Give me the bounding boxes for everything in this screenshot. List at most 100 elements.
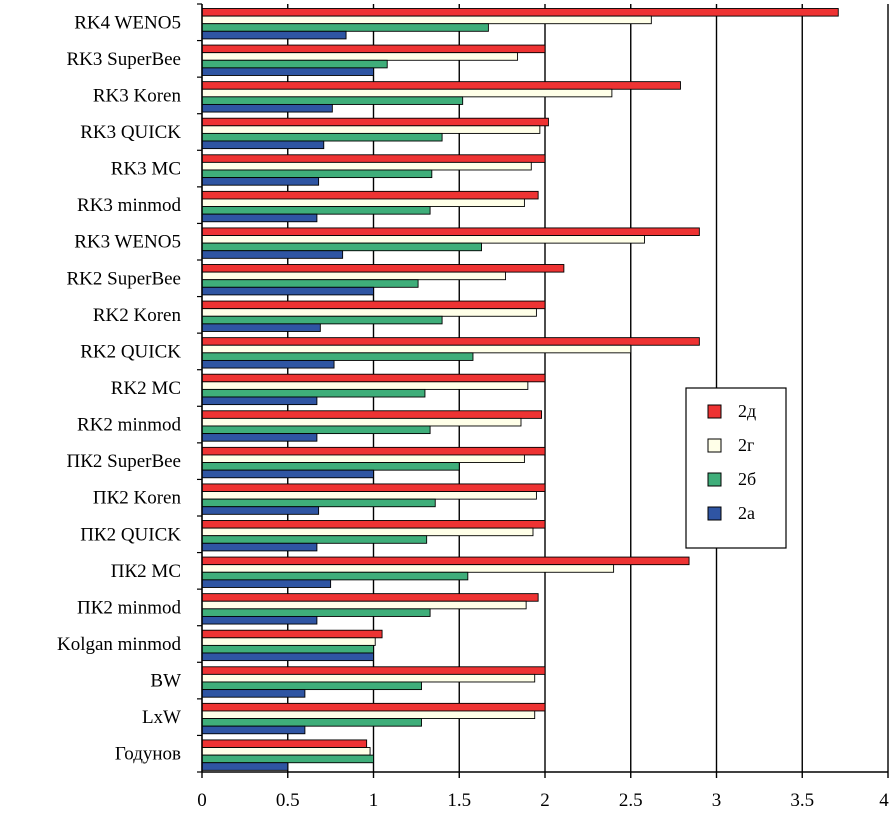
bar-3-12 xyxy=(201,469,374,479)
bar-1-5 xyxy=(201,198,525,208)
x-tick-label-5: 2.5 xyxy=(619,790,643,811)
x-tick-label-2: 1 xyxy=(369,790,379,811)
bar-0-17 xyxy=(201,629,383,639)
bar-3-13 xyxy=(201,506,320,515)
bar-0-12 xyxy=(201,446,546,456)
category-label-19: LxW xyxy=(142,707,181,728)
bar-2-19 xyxy=(201,718,422,727)
x-tick-label-1: 0.5 xyxy=(276,790,300,811)
bar-2-13 xyxy=(201,498,436,508)
bar-2-17 xyxy=(201,644,374,654)
bar-1-18 xyxy=(201,673,536,683)
legend-label-1: 2г xyxy=(738,435,754,455)
category-label-7: RK2 SuperBee xyxy=(66,268,181,289)
legend-label-3: 2а xyxy=(738,503,755,523)
bar-2-1 xyxy=(201,59,388,69)
bar-1-6 xyxy=(201,235,645,244)
legend-swatch-3 xyxy=(707,506,722,521)
x-tick-label-3: 1.5 xyxy=(447,790,471,811)
bar-1-16 xyxy=(201,600,527,610)
bar-0-13 xyxy=(201,483,546,492)
bar-0-4 xyxy=(201,154,546,163)
category-label-1: RK3 SuperBee xyxy=(66,49,181,70)
bar-3-14 xyxy=(201,542,318,552)
bar-1-12 xyxy=(201,454,525,464)
bar-2-20 xyxy=(201,754,374,764)
bar-2-8 xyxy=(201,315,443,325)
bar-3-0 xyxy=(201,30,347,40)
bar-2-12 xyxy=(201,462,460,471)
bar-3-5 xyxy=(201,213,318,223)
category-label-11: RK2 minmod xyxy=(77,415,181,436)
bar-0-14 xyxy=(201,520,546,529)
bar-2-6 xyxy=(201,242,482,252)
bar-1-2 xyxy=(201,88,613,98)
category-label-16: ПК2 minmod xyxy=(77,597,181,618)
bar-1-9 xyxy=(201,344,632,354)
x-tick-label-7: 3.5 xyxy=(790,790,814,811)
bar-3-2 xyxy=(201,103,333,113)
category-label-8: RK2 Koren xyxy=(93,305,182,326)
legend-swatch-1 xyxy=(707,438,722,453)
category-label-10: RK2 MC xyxy=(111,378,181,399)
bar-2-11 xyxy=(201,425,431,435)
axes xyxy=(197,3,889,778)
bars xyxy=(201,8,839,771)
bar-0-18 xyxy=(201,666,546,675)
category-label-20: Годунов xyxy=(115,744,181,765)
bar-0-16 xyxy=(201,593,539,602)
bar-1-10 xyxy=(201,381,529,390)
bar-0-7 xyxy=(201,264,565,273)
bar-2-0 xyxy=(201,23,489,32)
x-tick-labels: 0 0.5 1 1.5 2 2.5 3 3.5 4 xyxy=(197,790,889,811)
category-label-3: RK3 QUICK xyxy=(80,122,181,143)
x-tick-label-0: 0 xyxy=(197,790,207,811)
category-label-9: RK2 QUICK xyxy=(80,341,181,362)
bar-1-19 xyxy=(201,710,536,720)
x-tick-label-4: 2 xyxy=(540,790,550,811)
legend: 2д 2г 2б 2а xyxy=(685,387,787,549)
category-labels: RK4 WENO5 RK3 SuperBee RK3 Koren RK3 QUICK R… xyxy=(57,12,182,764)
bar-1-3 xyxy=(201,125,541,134)
bar-2-16 xyxy=(201,608,431,617)
bar-0-11 xyxy=(201,410,543,419)
bar-1-20 xyxy=(201,747,371,756)
legend-swatch-0 xyxy=(707,404,722,419)
bar-0-6 xyxy=(201,227,700,236)
bar-0-3 xyxy=(201,117,549,127)
bar-3-4 xyxy=(201,177,320,186)
legend-label-0: 2д xyxy=(738,401,756,421)
legend-swatch-2 xyxy=(707,472,722,487)
x-tick-label-6: 3 xyxy=(712,790,722,811)
bar-1-7 xyxy=(201,271,507,281)
bar-3-17 xyxy=(201,652,374,662)
bar-0-8 xyxy=(201,300,546,310)
bar-2-5 xyxy=(201,206,431,215)
bar-2-3 xyxy=(201,132,443,142)
bar-2-7 xyxy=(201,279,419,288)
bar-3-11 xyxy=(201,433,318,442)
legend-box xyxy=(685,387,787,549)
bar-3-7 xyxy=(201,286,374,296)
category-label-18: BW xyxy=(150,671,181,692)
bar-1-1 xyxy=(201,52,519,61)
category-label-13: ПК2 Koren xyxy=(93,488,182,509)
bar-3-1 xyxy=(201,67,374,76)
category-label-6: RK3 WENO5 xyxy=(74,232,181,253)
category-label-2: RK3 Koren xyxy=(93,85,182,106)
bar-1-4 xyxy=(201,161,532,171)
bar-0-2 xyxy=(201,81,681,90)
bar-2-2 xyxy=(201,96,464,105)
bar-2-15 xyxy=(201,571,469,581)
bar-3-9 xyxy=(201,359,335,369)
bar-1-8 xyxy=(201,308,537,317)
bar-1-17 xyxy=(201,637,376,646)
bar-0-20 xyxy=(201,739,368,748)
bar-2-9 xyxy=(201,352,474,361)
category-label-4: RK3 MC xyxy=(111,159,181,180)
bar-3-20 xyxy=(201,762,289,771)
bar-2-10 xyxy=(201,388,426,398)
bar-2-4 xyxy=(201,169,433,179)
bar-3-19 xyxy=(201,725,306,735)
